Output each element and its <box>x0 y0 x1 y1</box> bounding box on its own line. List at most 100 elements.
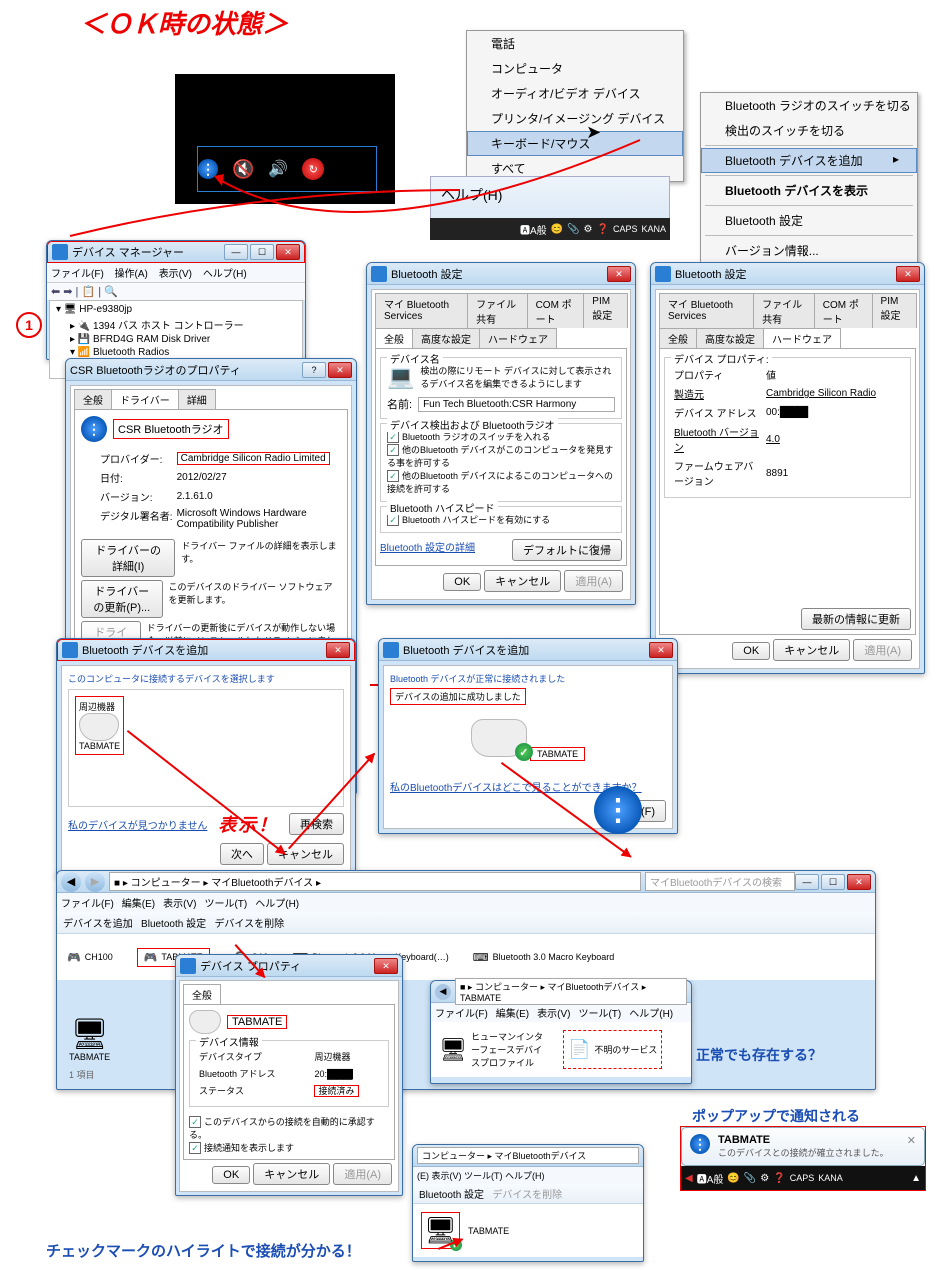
close-button[interactable]: ✕ <box>276 244 300 260</box>
menu-item[interactable]: オーディオ/ビデオ デバイス <box>467 81 683 106</box>
service-item-unknown[interactable]: 📄 不明のサービス <box>563 1030 662 1069</box>
menu-item[interactable]: Bluetooth デバイスを表示 <box>701 178 917 203</box>
settings-detail-link[interactable]: Bluetooth 設定の詳細 <box>380 539 475 561</box>
minimize-button[interactable]: — <box>224 244 248 260</box>
tab-driver[interactable]: ドライバー <box>111 389 179 409</box>
menu-item[interactable]: プリンタ/イメージング デバイス <box>467 106 683 131</box>
network-icon[interactable]: 🔇 <box>232 159 254 180</box>
sidebar-device[interactable]: 🖥 TABMATE <box>69 1017 110 1062</box>
driver-details-button[interactable]: ドライバーの詳細(I) <box>81 539 175 577</box>
cancel-button[interactable]: キャンセル <box>773 639 850 661</box>
breadcrumb[interactable]: コンピューター ▸ マイBluetoothデバイス <box>417 1147 639 1164</box>
tab[interactable]: マイ Bluetooth Services <box>375 293 468 328</box>
tab[interactable]: PIM設定 <box>583 293 628 328</box>
back-button[interactable]: ◀ <box>435 984 451 1000</box>
menu-item-add-device[interactable]: Bluetooth デバイスを追加▸ <box>701 148 917 173</box>
service-item[interactable]: 🖥 ヒューマンインターフェースデバイスプロファイル <box>439 1030 549 1069</box>
balloon-close-icon[interactable]: ✕ <box>907 1134 916 1147</box>
checkbox[interactable]: ✓ <box>387 514 399 526</box>
apply-button[interactable]: 適用(A) <box>333 1163 392 1185</box>
menu-item[interactable]: コンピュータ <box>467 56 683 81</box>
toolbar-item[interactable]: Bluetooth 設定 <box>419 1190 484 1201</box>
not-found-link[interactable]: 私のデバイスが見つかりません <box>68 817 207 832</box>
toolbar-item[interactable]: Bluetooth 設定 <box>141 919 206 930</box>
tree-item[interactable]: ▸ 🔌 1394 バス ホスト コントローラー <box>52 316 300 333</box>
refresh-button[interactable]: 最新の情報に更新 <box>801 608 911 630</box>
menu-item[interactable]: バージョン情報... <box>701 238 917 263</box>
next-button[interactable]: 次へ <box>220 843 264 865</box>
tab[interactable]: ファイル共有 <box>753 293 815 328</box>
close-button[interactable]: ✕ <box>649 642 673 658</box>
maximize-button[interactable]: ☐ <box>821 874 845 890</box>
close-button[interactable]: ✕ <box>896 266 920 282</box>
checkbox[interactable]: ✓ <box>387 431 399 443</box>
tab-general[interactable]: 全般 <box>183 984 221 1004</box>
close-button[interactable]: ✕ <box>607 266 631 282</box>
tab[interactable]: PIM設定 <box>872 293 917 328</box>
menu-bar[interactable]: (E) 表示(V) ツール(T) ヘルプ(H) <box>413 1167 643 1184</box>
tab-general[interactable]: 全般 <box>375 328 413 348</box>
notification-balloon[interactable]: ⋮ TABMATE このデバイスとの接続が確立されました。 ✕ <box>681 1127 925 1166</box>
menu-bar[interactable]: ファイル(F) 操作(A) 表示(V) ヘルプ(H) <box>47 263 305 282</box>
breadcrumb[interactable]: ■ ▸ コンピューター ▸ マイBluetoothデバイス ▸ TABMATE <box>455 978 687 1005</box>
checkbox[interactable]: ✓ <box>387 444 399 456</box>
tab[interactable]: COM ポート <box>814 293 873 328</box>
cancel-button[interactable]: キャンセル <box>253 1163 330 1185</box>
help-button[interactable]: ? <box>302 362 326 378</box>
breadcrumb[interactable]: ■ ▸ コンピューター ▸ マイBluetoothデバイス ▸ <box>109 872 641 891</box>
checkbox[interactable]: ✓ <box>189 1116 201 1128</box>
tab-hardware[interactable]: ハードウェア <box>763 328 841 348</box>
apply-button[interactable]: 適用(A) <box>564 570 623 592</box>
menu-item[interactable]: 電話 <box>467 31 683 56</box>
close-button[interactable]: ✕ <box>326 642 350 658</box>
antivirus-icon[interactable]: ↻ <box>302 158 324 180</box>
taskbar-prev-icon[interactable]: ◀ <box>685 1173 693 1184</box>
apply-button[interactable]: 適用(A) <box>853 639 912 661</box>
search-input[interactable]: マイBluetoothデバイスの検索 <box>645 872 795 891</box>
device-item[interactable]: 🎮 CH100 <box>67 951 113 964</box>
device-name-input[interactable]: Fun Tech Bluetooth:CSR Harmony <box>418 397 615 412</box>
device-tile[interactable]: 周辺機器 TABMATE <box>75 696 124 755</box>
tree-item[interactable]: ▸ 💾 BFRD4G RAM Disk Driver <box>52 333 300 346</box>
checkbox[interactable]: ✓ <box>387 470 399 482</box>
menu-item[interactable]: Bluetooth ラジオのスイッチを切る <box>701 93 917 118</box>
menu-bar[interactable]: ファイル(F)編集(E)表示(V)ツール(T)ヘルプ(H) <box>57 893 875 912</box>
maximize-button[interactable]: ☐ <box>250 244 274 260</box>
back-button[interactable]: ◀ <box>61 872 81 892</box>
cancel-button[interactable]: キャンセル <box>484 570 561 592</box>
driver-update-button[interactable]: ドライバーの更新(P)... <box>81 580 163 618</box>
ime-indicator: 🅰A般 <box>697 1171 724 1186</box>
help-menu[interactable]: ヘルプ(H) <box>431 177 669 213</box>
menu-bar[interactable]: ファイル(F)編集(E)表示(V)ツール(T)ヘルプ(H) <box>431 1003 691 1022</box>
ok-button[interactable]: OK <box>732 642 770 660</box>
minimize-button[interactable]: — <box>795 874 819 890</box>
tab[interactable]: 全般 <box>659 328 697 348</box>
tab-general[interactable]: 全般 <box>74 389 112 409</box>
forward-button[interactable]: ▶ <box>85 872 105 892</box>
window-icon <box>371 266 387 282</box>
device-item[interactable]: ⌨ Bluetooth 3.0 Macro Keyboard <box>473 951 614 964</box>
tab[interactable]: 高度な設定 <box>696 328 764 348</box>
tree-root[interactable]: ▾ 🖥 HP-e9380jp <box>52 303 300 316</box>
menu-item-keyboard-mouse[interactable]: キーボード/マウス <box>467 131 683 156</box>
tab-advanced[interactable]: 高度な設定 <box>412 328 480 348</box>
volume-icon[interactable]: 🔊 <box>268 159 288 179</box>
menu-item[interactable]: 検出のスイッチを切る <box>701 118 917 143</box>
close-button[interactable]: ✕ <box>847 874 871 890</box>
tab[interactable]: COM ポート <box>527 293 585 328</box>
restore-defaults-button[interactable]: デフォルトに復帰 <box>512 539 622 561</box>
ok-button[interactable]: OK <box>443 573 481 591</box>
toolbar-item[interactable]: デバイスを削除 <box>214 919 284 930</box>
tab-details[interactable]: 詳細 <box>178 389 216 409</box>
tab[interactable]: マイ Bluetooth Services <box>659 293 754 328</box>
bluetooth-tray-icon[interactable]: ⋮ <box>198 159 218 179</box>
close-button[interactable]: ✕ <box>328 362 352 378</box>
bluetooth-icon: ⋮ <box>81 416 107 442</box>
tab[interactable]: ファイル共有 <box>467 293 527 328</box>
toolbar-item[interactable]: デバイスを追加 <box>63 919 133 930</box>
menu-item[interactable]: Bluetooth 設定 <box>701 208 917 233</box>
close-button[interactable]: ✕ <box>374 958 398 974</box>
tab-hardware[interactable]: ハードウェア <box>479 328 557 348</box>
ok-button[interactable]: OK <box>212 1166 250 1184</box>
checkbox[interactable]: ✓ <box>189 1142 201 1154</box>
